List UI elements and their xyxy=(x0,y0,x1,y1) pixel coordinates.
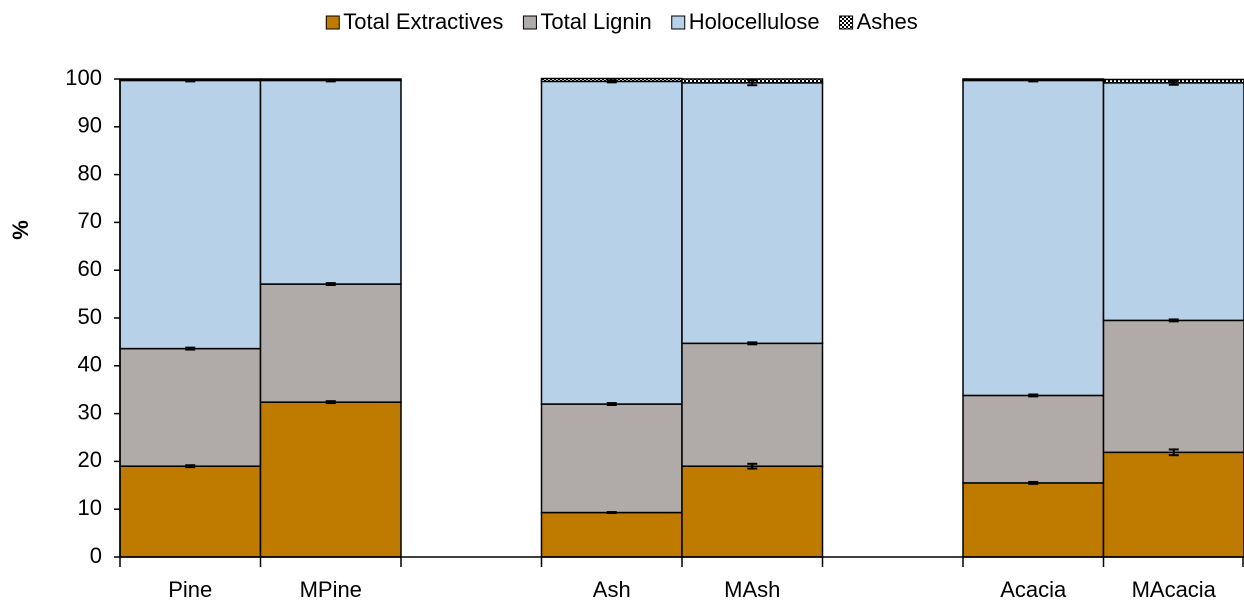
y-tick-label: 0 xyxy=(90,543,102,568)
bar-segment xyxy=(261,284,402,402)
y-tick-label: 30 xyxy=(78,399,102,424)
error-bar xyxy=(1028,482,1038,484)
legend-label: Total Lignin xyxy=(540,9,651,34)
y-tick-label: 60 xyxy=(78,256,102,281)
y-tick-label: 40 xyxy=(78,352,102,377)
y-axis-label: % xyxy=(8,220,33,240)
legend-label: Holocellulose xyxy=(689,9,820,34)
x-tick-label: Acacia xyxy=(1000,577,1067,601)
bar-segment xyxy=(682,343,823,466)
bar-segment xyxy=(261,402,402,557)
bar-segment xyxy=(1104,83,1244,321)
error-bar xyxy=(326,283,336,285)
x-tick-label: MAcacia xyxy=(1132,577,1217,601)
error-bar xyxy=(326,401,336,403)
bar-segment xyxy=(1104,452,1244,557)
bar-segment xyxy=(682,466,823,557)
x-tick-label: MPine xyxy=(300,577,362,601)
y-tick-label: 90 xyxy=(78,113,102,138)
y-tick-label: 20 xyxy=(78,447,102,472)
bar-segment xyxy=(963,483,1104,557)
y-tick-label: 70 xyxy=(78,208,102,233)
error-bar xyxy=(1028,394,1038,396)
legend-swatch xyxy=(326,16,339,29)
y-tick-label: 50 xyxy=(78,304,102,329)
bar-segment xyxy=(120,349,261,467)
bar-segment xyxy=(1104,320,1244,452)
bar-segment xyxy=(542,81,683,404)
bar-segment xyxy=(120,466,261,557)
bar-segment xyxy=(542,404,683,513)
bar-segment xyxy=(963,395,1104,482)
error-bar xyxy=(747,342,757,344)
error-bar xyxy=(607,403,617,405)
error-bar xyxy=(326,79,336,81)
error-bar xyxy=(1028,79,1038,81)
error-bar xyxy=(185,79,195,81)
x-tick-label: MAsh xyxy=(724,577,780,601)
y-tick-label: 10 xyxy=(78,495,102,520)
error-bar xyxy=(607,512,617,513)
legend-swatch xyxy=(840,16,853,29)
error-bar xyxy=(607,80,617,82)
bar-segment xyxy=(261,80,402,284)
y-tick-label: 100 xyxy=(65,65,102,90)
x-tick-label: Pine xyxy=(168,577,212,601)
error-bar xyxy=(185,465,195,467)
bar-segment xyxy=(542,513,683,557)
bar-segment xyxy=(682,83,823,344)
legend-label: Total Extractives xyxy=(343,9,503,34)
legend-swatch xyxy=(523,16,536,29)
y-tick-label: 80 xyxy=(78,160,102,185)
error-bar xyxy=(1169,319,1179,321)
bar-segment xyxy=(963,80,1104,395)
bar-segment xyxy=(120,80,261,348)
legend-label: Ashes xyxy=(857,9,918,34)
legend-swatch xyxy=(672,16,685,29)
x-tick-label: Ash xyxy=(593,577,631,601)
error-bar xyxy=(185,348,195,350)
